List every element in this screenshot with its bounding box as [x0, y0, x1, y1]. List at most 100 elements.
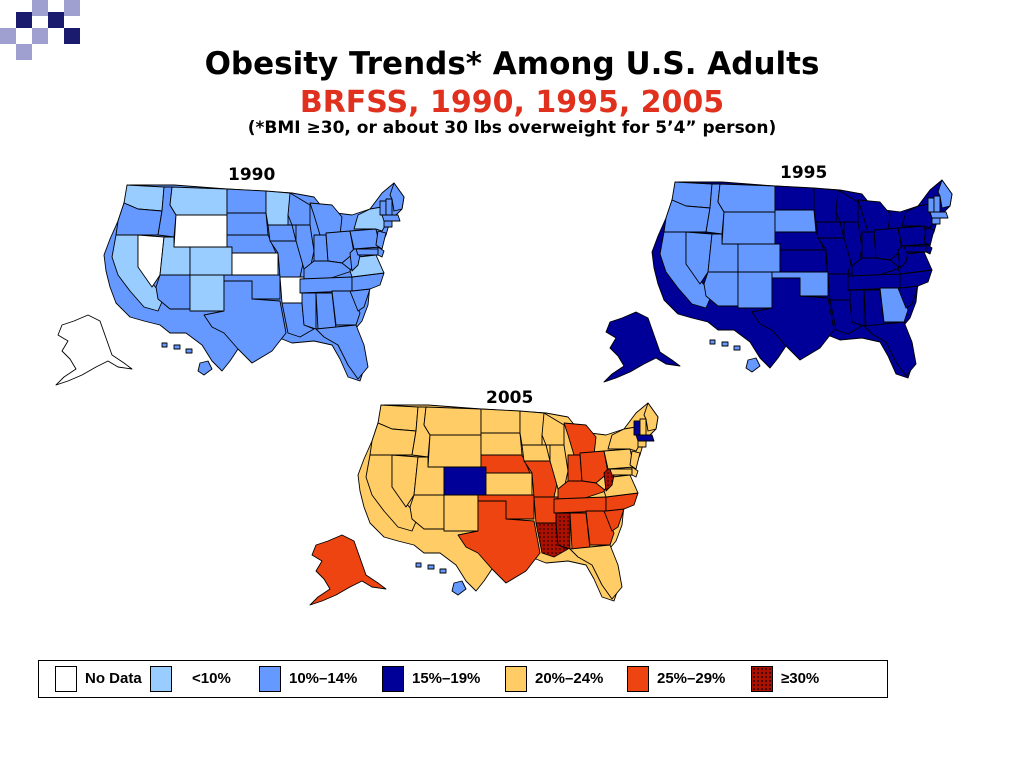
state-hi-island-2	[173, 344, 181, 350]
us-map-2005	[309, 402, 659, 606]
slide-title: Obesity Trends* Among U.S. Adults	[204, 46, 820, 82]
state-md	[355, 248, 379, 256]
state-ks	[779, 249, 827, 273]
deco-square-2	[32, 0, 48, 16]
legend-swatch	[150, 666, 172, 692]
state-fl	[863, 321, 917, 377]
deco-square-5	[0, 28, 16, 44]
state-me	[643, 402, 659, 432]
deco-square-7	[16, 44, 32, 60]
state-co	[443, 466, 487, 496]
state-ms	[555, 512, 571, 550]
state-pa	[897, 225, 929, 247]
state-oh	[579, 450, 609, 484]
state-nj	[375, 230, 387, 250]
state-nd	[480, 408, 521, 434]
state-wy	[173, 214, 228, 248]
state-tx	[751, 277, 835, 361]
state-de	[925, 243, 933, 255]
state-ks	[485, 472, 533, 496]
state-hi-island-3	[185, 348, 193, 354]
state-vt	[927, 197, 935, 213]
legend-swatch	[627, 666, 649, 692]
legend-label: 20%–24%	[535, 670, 604, 687]
state-ms	[849, 289, 865, 327]
state-ak	[603, 311, 681, 383]
state-hi-island-1	[709, 339, 716, 345]
state-hi-island-4	[451, 580, 467, 596]
state-vt	[633, 420, 641, 436]
state-sd	[226, 212, 269, 236]
state-nh	[933, 195, 941, 213]
state-wy	[721, 211, 776, 245]
legend-label: ≥30%	[781, 670, 820, 687]
us-map-1990	[55, 182, 405, 386]
state-nv	[137, 234, 165, 288]
state-co	[737, 243, 781, 273]
state-nv	[685, 231, 713, 285]
legend-label: 15%–19%	[412, 670, 481, 687]
legend-label: <10%	[192, 670, 231, 687]
state-ak	[309, 534, 387, 606]
state-tx	[457, 500, 541, 584]
legend-swatch	[382, 666, 404, 692]
state-co	[189, 246, 233, 276]
state-me	[937, 179, 953, 209]
state-hi-island-2	[427, 564, 435, 570]
state-sd	[774, 209, 817, 233]
state-hi-island-1	[415, 562, 422, 568]
legend-swatch	[751, 666, 773, 692]
state-nd	[226, 188, 267, 214]
state-nd	[774, 185, 815, 211]
state-pa	[349, 228, 381, 250]
state-nm	[737, 271, 773, 309]
bmi-note: (*BMI ≥30, or about 30 lbs overweight fo…	[247, 118, 777, 138]
legend-swatch	[259, 666, 281, 692]
deco-square-3	[48, 12, 64, 28]
legend-swatch	[55, 666, 77, 692]
state-ma	[929, 211, 949, 219]
state-ma	[381, 214, 401, 222]
state-in	[313, 234, 329, 262]
legend-swatch	[505, 666, 527, 692]
state-oh	[873, 227, 903, 261]
state-mt	[169, 186, 228, 216]
state-nm	[443, 494, 479, 532]
state-oh	[325, 230, 355, 264]
state-me	[389, 182, 405, 212]
state-nh	[639, 418, 647, 436]
deco-square-4	[64, 0, 80, 16]
state-ne	[480, 454, 531, 474]
legend: No Data <10% 10%–14% 15%–19% 20%–24% 25%…	[38, 660, 888, 698]
legend-label: No Data	[85, 670, 142, 687]
state-ia	[521, 444, 551, 462]
state-hi-island-4	[197, 360, 213, 376]
state-de	[377, 246, 385, 258]
state-nj	[923, 227, 935, 247]
us-map-1995	[603, 179, 953, 383]
state-fl	[569, 544, 623, 600]
state-in	[567, 454, 583, 482]
state-fl	[315, 324, 369, 380]
deco-square-6	[32, 28, 48, 44]
state-ms	[301, 292, 317, 330]
state-hi-island-1	[161, 342, 168, 348]
state-ks	[231, 252, 279, 276]
state-ne	[774, 231, 825, 251]
legend-label: 25%–29%	[657, 670, 726, 687]
state-md	[609, 468, 633, 476]
state-mt	[423, 406, 482, 436]
state-hi-island-2	[721, 341, 729, 347]
state-ne	[226, 234, 277, 254]
deco-square-1	[16, 12, 32, 28]
state-sd	[480, 432, 523, 456]
state-ma	[635, 434, 655, 442]
slide-subtitle: BRFSS, 1990, 1995, 2005	[299, 85, 725, 120]
map-year-label-1990: 1990	[228, 165, 276, 185]
state-nh	[385, 198, 393, 216]
state-in	[861, 231, 877, 259]
map-year-label-1995: 1995	[780, 163, 828, 183]
state-hi-island-3	[733, 345, 741, 351]
deco-square-8	[64, 28, 80, 44]
state-pa	[603, 448, 635, 470]
